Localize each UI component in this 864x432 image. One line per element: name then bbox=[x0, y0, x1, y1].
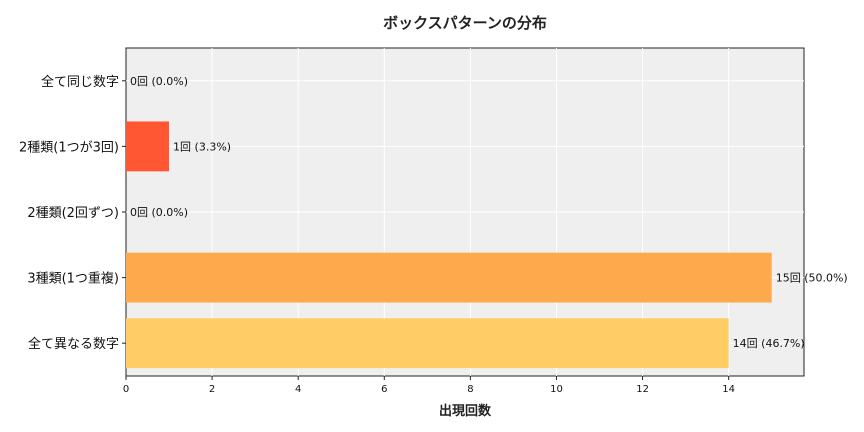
x-tick-label: 8 bbox=[467, 384, 473, 395]
data-label: 15回 (50.0%) bbox=[776, 272, 848, 285]
x-tick-label: 10 bbox=[550, 384, 563, 395]
data-label: 0回 (0.0%) bbox=[130, 75, 188, 88]
x-tick-label: 4 bbox=[295, 384, 301, 395]
data-label: 1回 (3.3%) bbox=[173, 140, 231, 153]
x-axis-label: 出現回数 bbox=[439, 403, 492, 419]
y-tick-label: 全て同じ数字 bbox=[41, 74, 119, 90]
data-label: 14回 (46.7%) bbox=[733, 337, 805, 350]
data-label: 0回 (0.0%) bbox=[130, 206, 188, 219]
x-tick-label: 0 bbox=[123, 384, 129, 395]
x-tick-label: 14 bbox=[722, 384, 735, 395]
y-tick-label: 2種類(2回ずつ) bbox=[27, 205, 119, 221]
y-tick-label: 2種類(1つが3回) bbox=[19, 139, 119, 155]
chart-title: ボックスパターンの分布 bbox=[383, 14, 547, 32]
bar bbox=[126, 318, 729, 369]
y-axis-labels: 全て同じ数字 2種類(1つが3回) 2種類(2回ずつ) 3種類(1つ重複) 全て異なる数… bbox=[19, 74, 126, 352]
bars bbox=[126, 121, 772, 369]
x-axis-ticks: 0 2 4 6 8 10 12 14 bbox=[123, 376, 735, 395]
data-labels: 0回 (0.0%) 1回 (3.3%) 0回 (0.0%) 15回 (50.0%) 14… bbox=[130, 75, 848, 350]
x-tick-label: 6 bbox=[381, 384, 387, 395]
y-tick-label: 3種類(1つ重複) bbox=[27, 271, 119, 287]
bar bbox=[126, 252, 772, 303]
bar bbox=[126, 121, 170, 172]
y-tick-label: 全て異なる数字 bbox=[28, 336, 119, 352]
x-tick-label: 2 bbox=[209, 384, 215, 395]
x-tick-label: 12 bbox=[636, 384, 649, 395]
